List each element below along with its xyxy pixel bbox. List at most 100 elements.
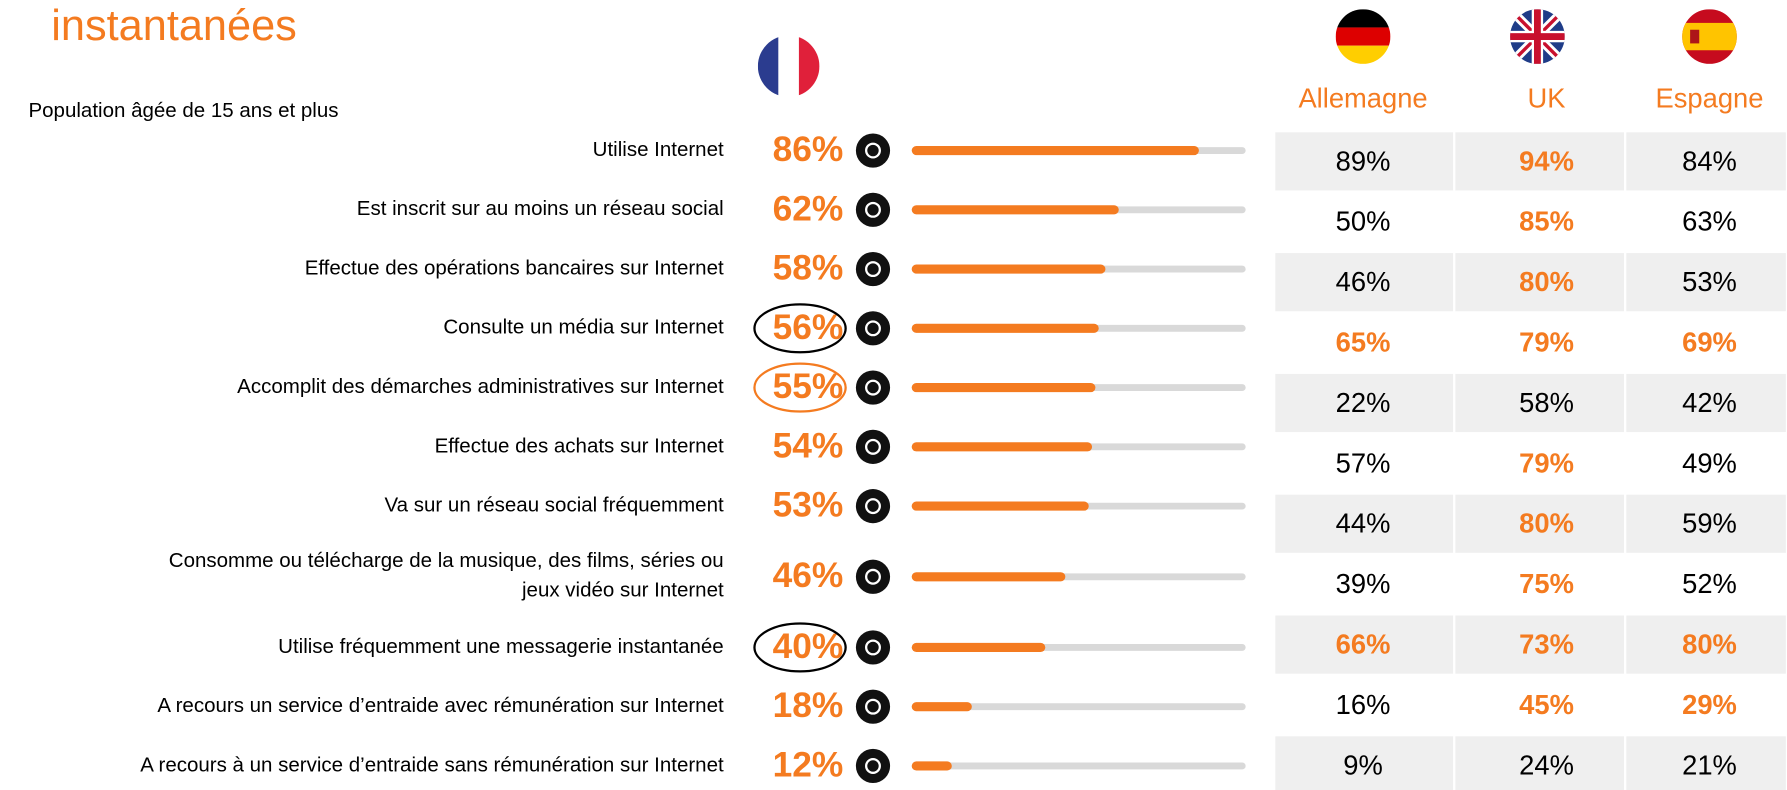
subtitle: Population âgée de 15 ans et plus xyxy=(28,99,338,122)
table-value: 85% xyxy=(1519,206,1574,237)
table-value: 79% xyxy=(1519,447,1574,478)
icon-detail xyxy=(865,639,881,656)
icon-detail xyxy=(865,438,881,455)
table-value: 75% xyxy=(1519,568,1574,599)
category-label: Effectue des achats sur Internet xyxy=(435,434,724,457)
bar xyxy=(911,205,1119,215)
category-label: Utilise Internet xyxy=(593,138,724,161)
table-cell xyxy=(1455,555,1625,614)
table-cell xyxy=(1275,675,1454,735)
category-label: Va sur un réseau social fréquemment xyxy=(385,494,724,517)
table-cell xyxy=(1275,494,1454,553)
icon xyxy=(855,748,891,784)
table-cell xyxy=(1275,373,1454,433)
table-value: 53% xyxy=(1682,266,1737,297)
table-value: 50% xyxy=(1336,206,1391,237)
table-cell xyxy=(1626,494,1786,553)
table-cell xyxy=(1275,253,1454,312)
table-value: 57% xyxy=(1336,447,1391,478)
table-cell xyxy=(1455,615,1625,674)
table-cell xyxy=(1626,132,1786,191)
icon-detail xyxy=(865,498,881,515)
table-cell xyxy=(1626,313,1786,372)
table-value: 80% xyxy=(1519,508,1574,539)
icon xyxy=(855,689,891,724)
table-value: 84% xyxy=(1682,145,1737,176)
icon xyxy=(855,370,891,405)
icon-detail xyxy=(865,568,881,585)
table-cell xyxy=(1275,192,1454,251)
icon xyxy=(855,251,891,287)
category-label: A recours un service d’entraide avec rém… xyxy=(157,694,724,717)
category-label: Consulte un média sur Internet xyxy=(443,316,724,339)
table-cell xyxy=(1626,373,1786,433)
bar-track xyxy=(911,762,1246,770)
table-value: 69% xyxy=(1682,327,1737,358)
table-cell xyxy=(1626,192,1786,251)
icon xyxy=(855,192,891,227)
table-value: 45% xyxy=(1519,689,1574,720)
table-value: 80% xyxy=(1519,266,1574,297)
table-value: 65% xyxy=(1336,327,1391,358)
table-cell xyxy=(1455,313,1625,372)
table-cell xyxy=(1626,736,1786,790)
table-value: 59% xyxy=(1682,508,1737,539)
table-cell xyxy=(1626,675,1786,735)
table-cell xyxy=(1275,313,1454,372)
bar-track xyxy=(911,703,1246,711)
value-label: 56% xyxy=(773,308,844,347)
table-cell xyxy=(1455,192,1625,251)
highlight-circle xyxy=(753,303,847,354)
table-cell xyxy=(1455,132,1625,191)
column-header: Allemagne xyxy=(1298,83,1427,114)
table-value: 16% xyxy=(1336,689,1391,720)
category-label: Accomplit des démarches administratives … xyxy=(237,375,724,398)
icon-detail xyxy=(865,261,881,278)
table-cell xyxy=(1626,253,1786,312)
icon-detail xyxy=(865,201,881,218)
column-header: Espagne xyxy=(1656,83,1764,114)
value-label: 58% xyxy=(773,249,844,288)
table-cell xyxy=(1275,132,1454,191)
bar xyxy=(911,323,1099,333)
table-value: 21% xyxy=(1682,749,1737,780)
category-label: Est inscrit sur au moins un réseau socia… xyxy=(357,197,724,220)
icon-detail xyxy=(865,698,881,715)
bar xyxy=(911,383,1096,393)
category-label: Consomme ou télécharge de la musique, de… xyxy=(169,549,724,602)
table-cell xyxy=(1455,736,1625,790)
value-label: 18% xyxy=(773,686,844,725)
table-cell xyxy=(1455,434,1625,493)
flag-spain xyxy=(1682,9,1737,64)
icon-detail xyxy=(865,320,881,337)
table-cell xyxy=(1275,736,1454,790)
table-cell xyxy=(1275,615,1454,674)
table-cell xyxy=(1626,555,1786,614)
table-value: 63% xyxy=(1682,206,1737,237)
table-value: 89% xyxy=(1336,145,1391,176)
icon-detail xyxy=(865,757,881,774)
bar xyxy=(911,642,1046,652)
icon xyxy=(855,630,891,665)
bar xyxy=(911,572,1066,582)
table-value: 29% xyxy=(1682,689,1737,720)
value-label: 46% xyxy=(773,556,844,595)
category-label: Utilise fréquemment une messagerie insta… xyxy=(278,635,724,658)
icon xyxy=(855,429,891,464)
icon-detail xyxy=(865,142,881,159)
table-value: 9% xyxy=(1343,749,1383,780)
flag-germany xyxy=(1335,9,1391,64)
highlight-circle xyxy=(753,362,847,413)
value-label: 55% xyxy=(773,367,844,406)
table-value: 80% xyxy=(1682,629,1737,660)
table-cell xyxy=(1626,615,1786,674)
flag-france xyxy=(757,35,820,97)
table-cell xyxy=(1275,434,1454,493)
highlight-circle xyxy=(753,622,847,673)
table-value: 39% xyxy=(1336,568,1391,599)
table-value: 44% xyxy=(1336,508,1391,539)
value-label: 54% xyxy=(773,426,844,465)
bar xyxy=(911,145,1199,156)
table-value: 42% xyxy=(1682,387,1737,418)
table-value: 66% xyxy=(1336,629,1391,660)
